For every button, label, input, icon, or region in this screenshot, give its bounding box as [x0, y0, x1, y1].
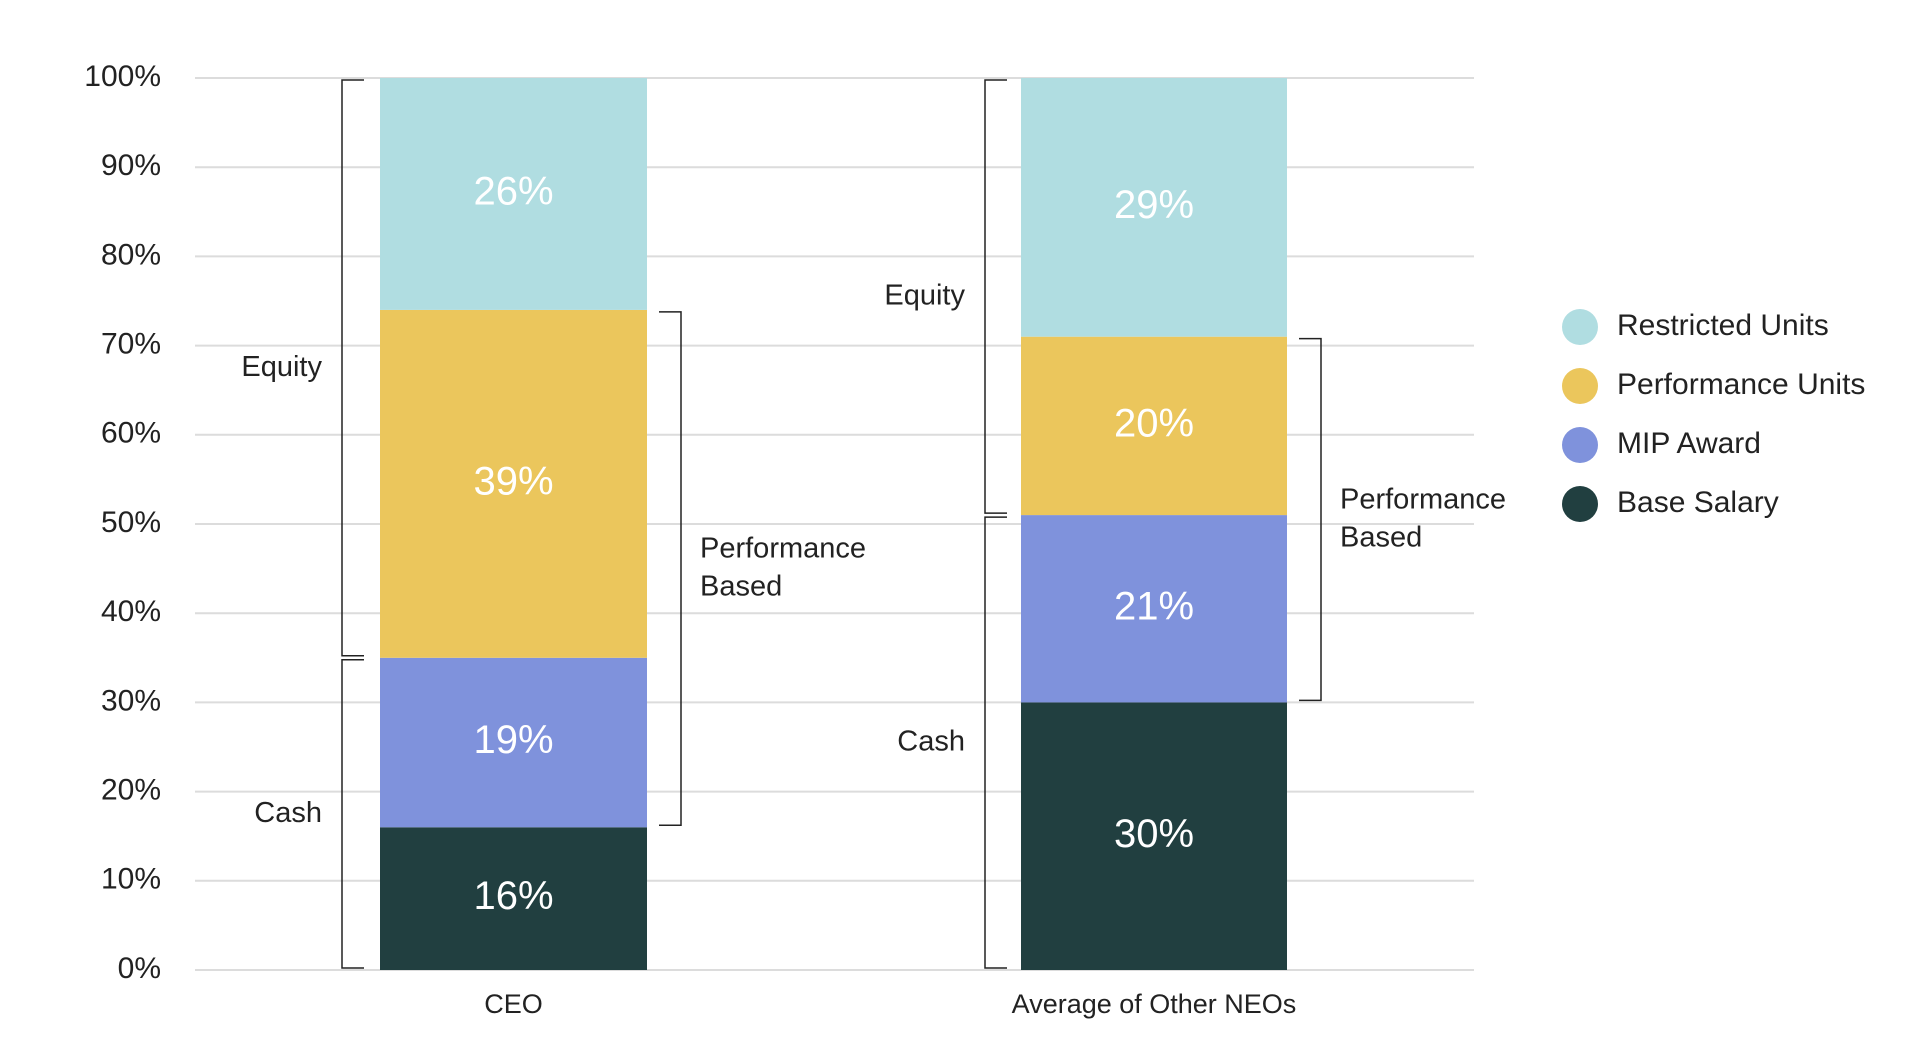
y-tick-label: 10% [101, 863, 161, 896]
y-tick-label: 50% [101, 506, 161, 539]
y-tick-label: 40% [101, 595, 161, 628]
y-tick-label: 90% [101, 149, 161, 182]
legend-swatch [1562, 309, 1598, 345]
annotation: Performance Based [1340, 483, 1506, 553]
y-tick-label: 0% [118, 952, 161, 985]
y-tick-label: 100% [84, 60, 161, 93]
bar-segment [1021, 78, 1287, 337]
legend-swatch [1562, 486, 1598, 522]
legend-label: Base Salary [1617, 486, 1779, 519]
bracket [984, 516, 1007, 969]
bar-segment [380, 78, 647, 310]
bar-segment [1021, 515, 1287, 703]
y-tick-label: 80% [101, 238, 161, 271]
value-label: 19% [473, 718, 553, 762]
legend-label: Restricted Units [1617, 309, 1829, 342]
x-tick-label: CEO [484, 989, 543, 1019]
legend-swatch [1562, 368, 1598, 404]
annotation: Performance Based [700, 532, 866, 602]
y-tick-label: 20% [101, 774, 161, 807]
value-label: 21% [1114, 584, 1194, 628]
y-tick-label: 30% [101, 684, 161, 717]
value-label: 30% [1114, 812, 1194, 856]
annotation: Cash [897, 725, 965, 757]
y-tick-label: 60% [101, 417, 161, 450]
value-label: 39% [473, 459, 553, 503]
bar-segment [1021, 702, 1287, 970]
y-tick-label: 70% [101, 328, 161, 361]
legend-label: MIP Award [1617, 427, 1761, 460]
value-label: 16% [473, 874, 553, 918]
bracket [1299, 337, 1322, 702]
value-label: 26% [473, 170, 553, 214]
bracket [341, 79, 364, 657]
bar-segment [380, 657, 647, 828]
bracket [984, 79, 1007, 514]
legend-swatch [1562, 427, 1598, 463]
value-label: 20% [1114, 401, 1194, 445]
value-label: 29% [1114, 183, 1194, 227]
x-tick-label: Average of Other NEOs [1012, 989, 1297, 1019]
bar-segment [380, 827, 647, 970]
legend-label: Performance Units [1617, 368, 1865, 401]
bar-segment [1021, 336, 1287, 516]
annotation: Equity [241, 351, 322, 383]
annotation: Cash [254, 797, 322, 829]
bracket [659, 311, 682, 827]
bracket [341, 659, 364, 969]
annotation: Equity [884, 279, 965, 311]
bar-segment [380, 309, 647, 658]
